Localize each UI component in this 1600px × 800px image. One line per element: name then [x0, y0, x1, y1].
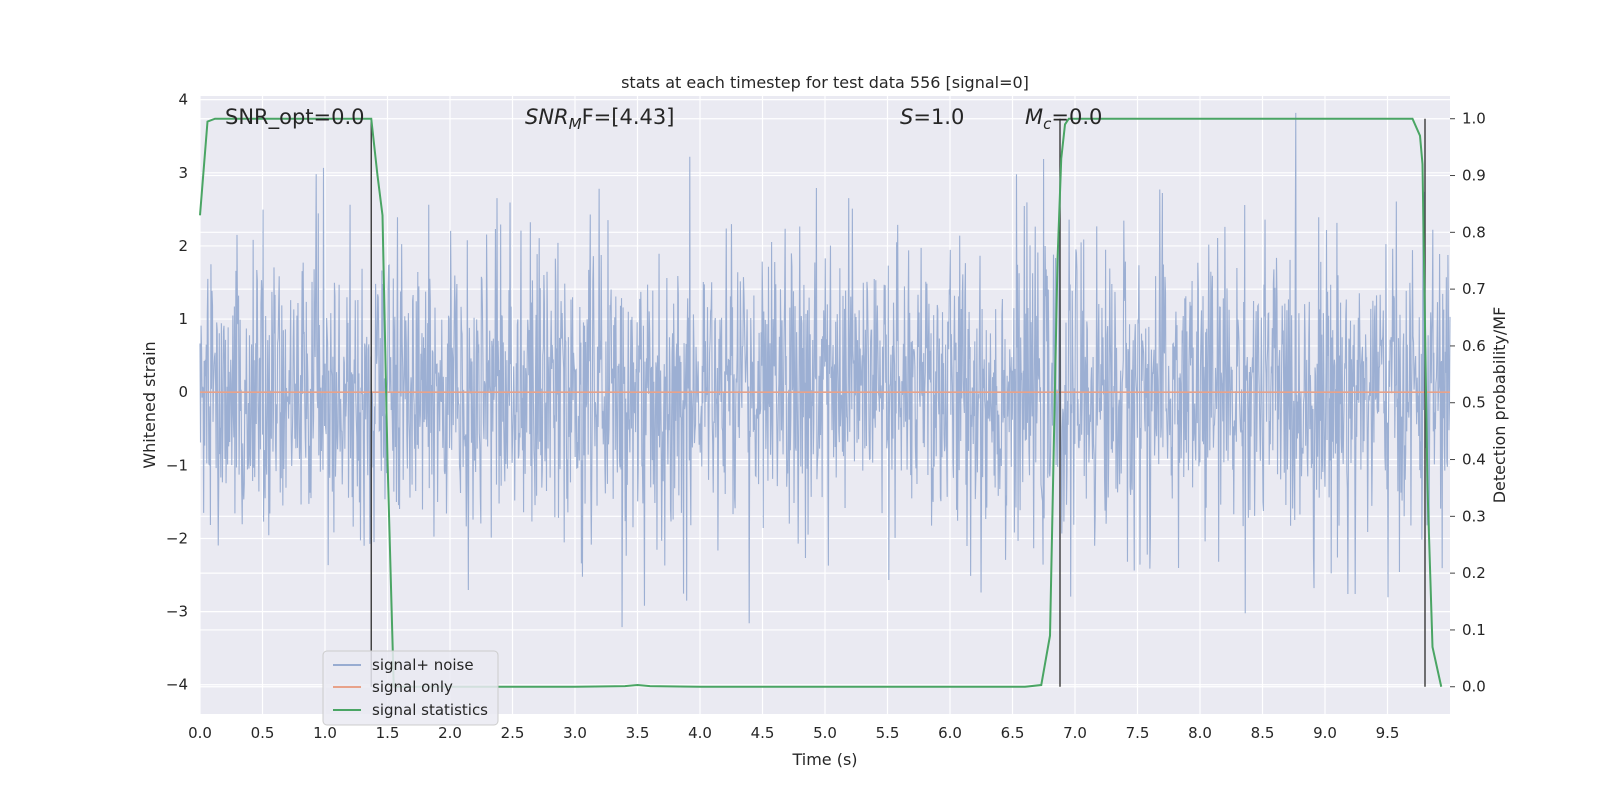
y-tick-label: −1 [166, 456, 188, 474]
y-tick-label: 0 [178, 383, 188, 401]
x-tick-label: 4.5 [751, 724, 775, 742]
x-axis-label: Time (s) [791, 750, 857, 769]
series-signal-plus-noise [199, 112, 1451, 628]
y-tick-label: −4 [166, 676, 188, 694]
annotations: SNR_opt=0.0 SNRMF=[4.43] S=1.0 Mc=0.0 [225, 105, 1102, 133]
x-tick-label: 4.0 [688, 724, 712, 742]
legend: signal+ noise signal only signal statist… [322, 650, 499, 726]
y2-tick-label: 0.2 [1462, 564, 1486, 582]
x-tick-label: 0.0 [188, 724, 212, 742]
y-tick-label: 2 [178, 237, 188, 255]
chart-title: stats at each timestep for test data 556… [621, 73, 1029, 92]
y-tick-label: −2 [166, 529, 188, 547]
annotation: SNR_opt=0.0 [225, 105, 365, 130]
x-tick-label: 6.5 [1001, 724, 1025, 742]
y-tick-label: 3 [178, 164, 188, 182]
legend-box [322, 650, 499, 726]
y2-tick-label: 0.8 [1462, 223, 1486, 241]
y2-tick-label: 1.0 [1462, 110, 1486, 128]
x-tick-label: 6.0 [938, 724, 962, 742]
y2-tick-label: 0.0 [1462, 678, 1486, 696]
x-tick-label: 3.5 [626, 724, 650, 742]
series-signal-statistics [199, 117, 1443, 688]
x-tick-label: 2.0 [438, 724, 462, 742]
x-tick-label: 7.5 [1126, 724, 1150, 742]
annotation: S=1.0 [900, 105, 964, 129]
y2-tick-label: 0.1 [1462, 621, 1486, 639]
annotation: Mc=0.0 [1025, 105, 1102, 133]
legend-label-signal-statistics: signal statistics [372, 701, 488, 719]
y2-axis-label: Detection probability/MF [1490, 307, 1509, 504]
statistics-line [199, 117, 1443, 688]
y-tick-label: −3 [166, 603, 188, 621]
legend-label-signal-only: signal only [372, 678, 453, 696]
x-tick-label: 8.0 [1188, 724, 1212, 742]
noise-line [199, 112, 1451, 628]
y-tick-label: 1 [178, 310, 188, 328]
y2-axis-ticks: 0.0 0.1 0.2 0.3 0.4 0.5 0.6 0.7 0.8 0.9 1.0 [1450, 110, 1486, 696]
y-axis-ticks: −4 −3 −2 −1 0 1 2 3 4 [166, 91, 188, 694]
y2-tick-label: 0.7 [1462, 280, 1486, 298]
annotation: SNRMF=[4.43] [525, 105, 674, 133]
y-tick-label: 4 [178, 91, 188, 109]
legend-label-signal-plus-noise: signal+ noise [372, 656, 474, 674]
x-tick-label: 9.5 [1376, 724, 1400, 742]
x-tick-label: 9.0 [1313, 724, 1337, 742]
y2-tick-label: 0.3 [1462, 507, 1486, 525]
y2-tick-label: 0.5 [1462, 394, 1486, 412]
x-tick-label: 3.0 [563, 724, 587, 742]
x-tick-label: 8.5 [1251, 724, 1275, 742]
y2-tick-label: 0.4 [1462, 451, 1486, 469]
x-tick-label: 5.0 [813, 724, 837, 742]
x-tick-label: 5.5 [876, 724, 900, 742]
x-tick-label: 2.5 [501, 724, 525, 742]
x-tick-label: 1.0 [313, 724, 337, 742]
x-axis-ticks: 0.0 0.5 1.0 1.5 2.0 2.5 3.0 3.5 4.0 4.5 5.0 5.5 6.0 6… [188, 724, 1399, 742]
x-tick-label: 0.5 [251, 724, 275, 742]
x-tick-label: 1.5 [376, 724, 400, 742]
y-axis-label: Whitened strain [140, 341, 159, 468]
y2-tick-label: 0.9 [1462, 167, 1486, 185]
x-tick-label: 7.0 [1063, 724, 1087, 742]
y2-tick-label: 0.6 [1462, 337, 1486, 355]
